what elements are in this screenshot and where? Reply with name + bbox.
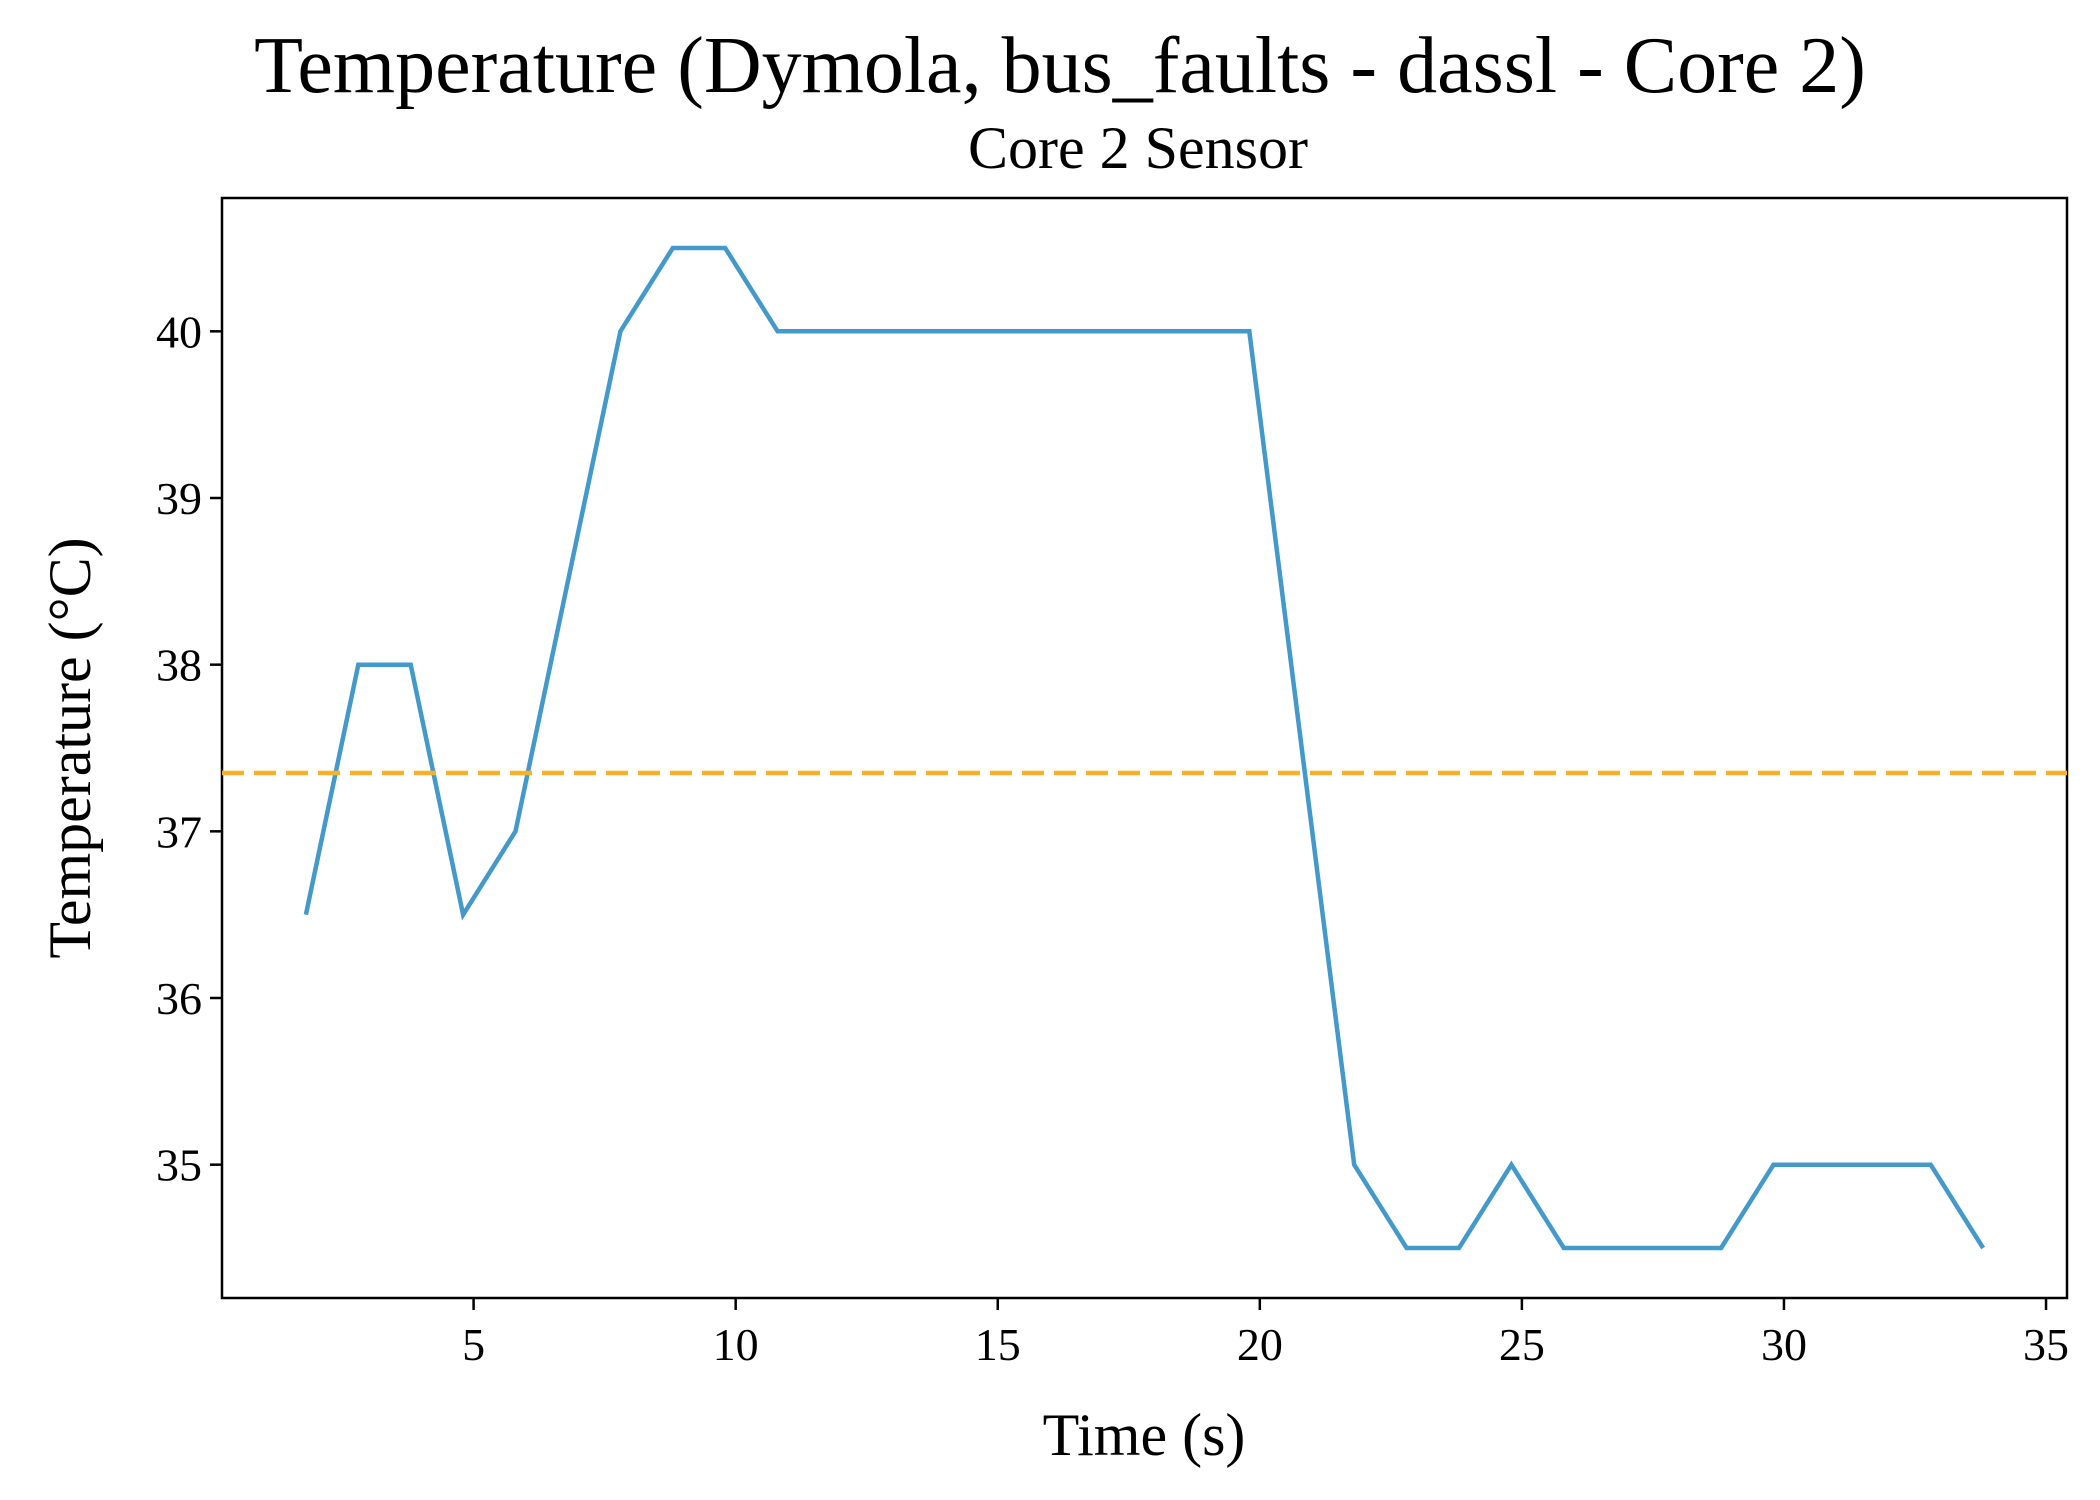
chart-subtitle: Core 2 Sensor (968, 115, 1308, 181)
x-axis: 5 10 15 20 25 30 35 (462, 1298, 2069, 1370)
y-tick-label: 38 (156, 640, 202, 691)
x-tick-label: 25 (1499, 1319, 1545, 1370)
y-tick-label: 40 (156, 306, 202, 357)
series-line (303, 245, 1986, 1251)
x-tick-label: 20 (1237, 1319, 1283, 1370)
x-tick-label: 5 (462, 1319, 485, 1370)
x-tick-label: 30 (1761, 1319, 1807, 1370)
y-axis: 35 36 37 38 39 40 (156, 306, 222, 1191)
x-axis-label: Time (s) (1043, 1402, 1246, 1468)
y-tick-label: 39 (156, 473, 202, 524)
x-tick-label: 35 (2023, 1319, 2069, 1370)
series-layer (222, 245, 2067, 1251)
plot-frame (220, 196, 2069, 1300)
chart-title: Temperature (Dymola, bus_faults - dassl … (254, 22, 1866, 110)
x-tick-label: 15 (975, 1319, 1021, 1370)
y-tick-label: 35 (156, 1140, 202, 1191)
y-axis-label: Temperature (°C) (37, 537, 103, 958)
y-tick-label: 36 (156, 973, 202, 1024)
x-tick-label: 10 (713, 1319, 759, 1370)
plot-area: 5 10 15 20 25 30 35 35 36 37 38 39 40 (156, 196, 2069, 1370)
y-tick-label: 37 (156, 806, 202, 857)
